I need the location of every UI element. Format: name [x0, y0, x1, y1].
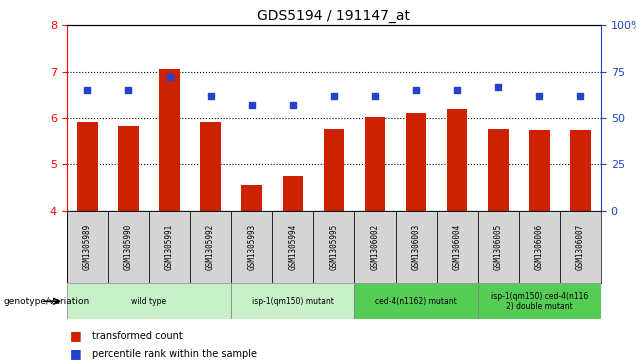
Point — [247, 102, 257, 108]
Bar — [519, 211, 560, 283]
Point — [165, 74, 175, 80]
Bar — [314, 211, 354, 283]
Text: GSM1305989: GSM1305989 — [83, 224, 92, 270]
Bar — [437, 211, 478, 283]
Text: GSM1305995: GSM1305995 — [329, 224, 338, 270]
Bar — [242, 185, 262, 211]
Text: GSM1305991: GSM1305991 — [165, 224, 174, 270]
Point — [576, 93, 586, 99]
Point — [493, 83, 503, 89]
Text: GSM1306002: GSM1306002 — [371, 224, 380, 270]
Text: wild type: wild type — [132, 297, 167, 306]
Point — [205, 93, 216, 99]
Bar — [447, 109, 467, 211]
Text: GSM1306005: GSM1306005 — [494, 224, 503, 270]
Bar — [231, 211, 272, 283]
Text: isp-1(qm150) ced-4(n116
2) double mutant: isp-1(qm150) ced-4(n116 2) double mutant — [491, 291, 588, 311]
Text: transformed count: transformed count — [92, 331, 183, 341]
Bar — [529, 130, 550, 211]
Bar — [272, 211, 314, 283]
Text: isp-1(qm150) mutant: isp-1(qm150) mutant — [252, 297, 334, 306]
Bar — [478, 211, 519, 283]
Bar — [159, 69, 180, 211]
Bar — [231, 283, 354, 319]
Point — [452, 87, 462, 93]
Bar — [406, 113, 426, 211]
Point — [82, 87, 92, 93]
Bar — [324, 129, 344, 211]
Text: genotype/variation: genotype/variation — [3, 297, 90, 306]
Text: percentile rank within the sample: percentile rank within the sample — [92, 349, 257, 359]
Bar — [67, 283, 231, 319]
Text: ■: ■ — [70, 347, 81, 360]
Text: GSM1305994: GSM1305994 — [288, 224, 297, 270]
Point — [329, 93, 339, 99]
Text: ■: ■ — [70, 329, 81, 342]
Bar — [364, 117, 385, 211]
Text: GSM1306006: GSM1306006 — [535, 224, 544, 270]
Text: GSM1306007: GSM1306007 — [576, 224, 585, 270]
Point — [534, 93, 544, 99]
Bar — [396, 211, 437, 283]
Point — [370, 93, 380, 99]
Bar — [488, 129, 509, 211]
Text: GSM1306004: GSM1306004 — [453, 224, 462, 270]
Text: GSM1306003: GSM1306003 — [411, 224, 420, 270]
Point — [123, 87, 134, 93]
Point — [287, 102, 298, 108]
Text: GSM1305993: GSM1305993 — [247, 224, 256, 270]
Bar — [570, 130, 591, 211]
Bar — [67, 211, 108, 283]
Text: ced-4(n1162) mutant: ced-4(n1162) mutant — [375, 297, 457, 306]
Bar — [149, 211, 190, 283]
Point — [411, 87, 421, 93]
Bar — [190, 211, 231, 283]
Bar — [354, 283, 478, 319]
Text: GSM1305992: GSM1305992 — [206, 224, 215, 270]
Bar — [118, 126, 139, 211]
Bar — [200, 122, 221, 211]
Bar — [108, 211, 149, 283]
Bar — [560, 211, 601, 283]
Bar — [354, 211, 396, 283]
Bar — [478, 283, 601, 319]
Text: GSM1305990: GSM1305990 — [124, 224, 133, 270]
Bar — [282, 176, 303, 211]
Bar — [77, 122, 97, 211]
Title: GDS5194 / 191147_at: GDS5194 / 191147_at — [258, 9, 410, 23]
